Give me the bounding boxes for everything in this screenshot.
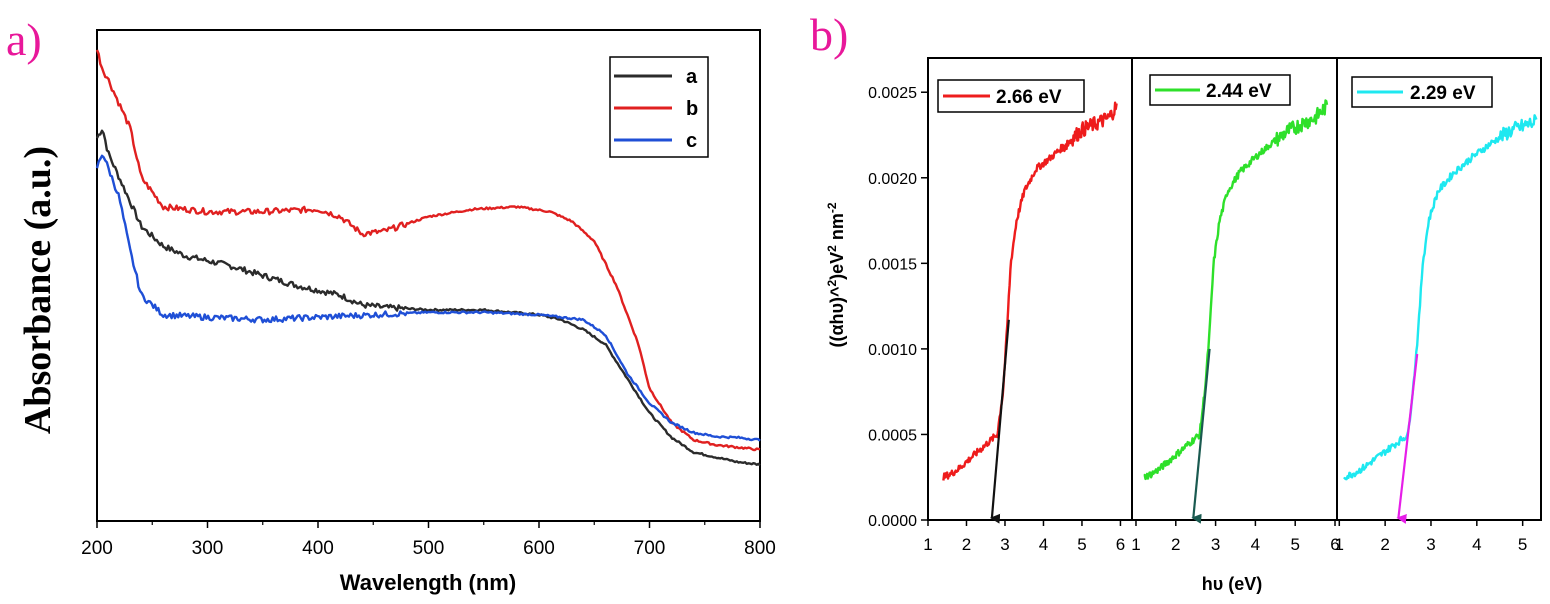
panel-b-y-axis-title: ((αhυ)^2)eV2 nm-2	[825, 202, 847, 347]
tauc-curve-2	[1143, 99, 1329, 481]
panel-a-x-axis-title: Wavelength (nm)	[340, 570, 516, 595]
panel-b-x-tick-label: 5	[1077, 535, 1086, 554]
panel-b-x-tick-label: 5	[1518, 535, 1527, 554]
panel-a-y-axis-title: Absorbance (a.u.)	[17, 146, 59, 434]
panel-a-series	[95, 49, 761, 467]
panel-b-legend-2: 2.44 eV	[1149, 74, 1291, 106]
panel-b-legend-1: 2.66 eV	[937, 79, 1085, 113]
series-line-c	[95, 154, 761, 442]
panel-b-y-tick-label: 0.0005	[868, 427, 917, 444]
tangent-arrow-1	[989, 319, 1010, 524]
panel-b-x-tick-label: 2	[1171, 535, 1180, 554]
panel-a-x-tick-label: 400	[302, 538, 334, 559]
tauc-curve-3	[1343, 114, 1538, 481]
panel-b-plot-frame	[927, 57, 1542, 521]
panel-b-x-tick-label: 4	[1039, 535, 1048, 554]
panel-b-x-tick-label: 3	[1426, 535, 1435, 554]
panel-b-x-axis: 1 2 3 4 5 6 1 2 3 4 5 61 2 3 4 5	[923, 520, 1527, 554]
legend-label-3: 2.29 eV	[1410, 83, 1476, 104]
panel-a-x-tick-label: 700	[634, 538, 666, 559]
series-line-a	[95, 129, 761, 467]
legend-label-1: 2.66 eV	[996, 87, 1062, 108]
tangent-arrow-3	[1396, 353, 1419, 524]
legend-box-3	[1351, 76, 1493, 108]
panel-b-x-tick-label: 4	[1251, 535, 1260, 554]
panel-b-label: b)	[810, 9, 848, 60]
series-line-b	[95, 49, 761, 452]
panel-b-x-axis-title: hυ (eV)	[1202, 574, 1262, 594]
panel-b-y-tick-label: 0.0000	[868, 513, 917, 530]
panel-b-x-tick-label: 6	[1330, 535, 1339, 554]
panel-b-x-tick-label: 4	[1472, 535, 1481, 554]
panel-a-label: a)	[6, 14, 42, 65]
tauc-curve-1	[942, 101, 1118, 481]
panel-b-y-axis: 0.0000 0.0005 0.0010 0.0015 0.0020 0.0025	[868, 85, 928, 530]
legend-label-a: a	[686, 66, 698, 88]
panel-a-x-tick-label: 600	[523, 538, 555, 559]
panel-b-y-tick-label: 0.0025	[868, 85, 917, 102]
legend-label-c: c	[686, 130, 697, 152]
panel-b-y-tick-label: 0.0010	[868, 342, 917, 359]
panel-a-x-tick-label: 200	[81, 538, 113, 559]
panel-b-series	[942, 99, 1538, 524]
panel-b-y-tick-label: 0.0020	[868, 171, 917, 188]
panel-b-x-tick-label: 1	[923, 535, 932, 554]
panel-b-x-tick-label: 5	[1290, 535, 1299, 554]
panel-b-legend-3: 2.29 eV	[1351, 76, 1493, 108]
panel-b-x-tick-label: 3	[1000, 535, 1009, 554]
panel-a: a) Absorbance (a.u.) 200 300 400 500 600 700 8…	[6, 14, 776, 595]
legend-label-b: b	[686, 98, 698, 120]
panel-b-x-tick-label: 1	[1335, 535, 1344, 554]
panel-a-legend: a b c	[609, 56, 709, 158]
panel-b-x-tick-label: 3	[1211, 535, 1220, 554]
panel-b-x-tick-label: 2	[962, 535, 971, 554]
panel-b-x-tick-label: 6	[1116, 535, 1125, 554]
tangent-arrow-2	[1191, 348, 1211, 524]
panel-a-x-axis: 200 300 400 500 600 700 800	[81, 521, 776, 559]
panel-a-x-tick-label: 300	[192, 538, 224, 559]
panel-b-x-tick-label: 2	[1380, 535, 1389, 554]
panel-a-x-tick-label: 800	[744, 538, 776, 559]
panel-b-x-tick-label: 1	[1131, 535, 1140, 554]
panel-b: b) ((αhυ)^2)eV2 nm-2 0.00000.00050.00100…	[810, 9, 1542, 594]
legend-label-2: 2.44 eV	[1206, 81, 1272, 102]
panel-b-y-tick-label: 0.0015	[868, 256, 917, 273]
panel-a-x-tick-label: 500	[413, 538, 445, 559]
